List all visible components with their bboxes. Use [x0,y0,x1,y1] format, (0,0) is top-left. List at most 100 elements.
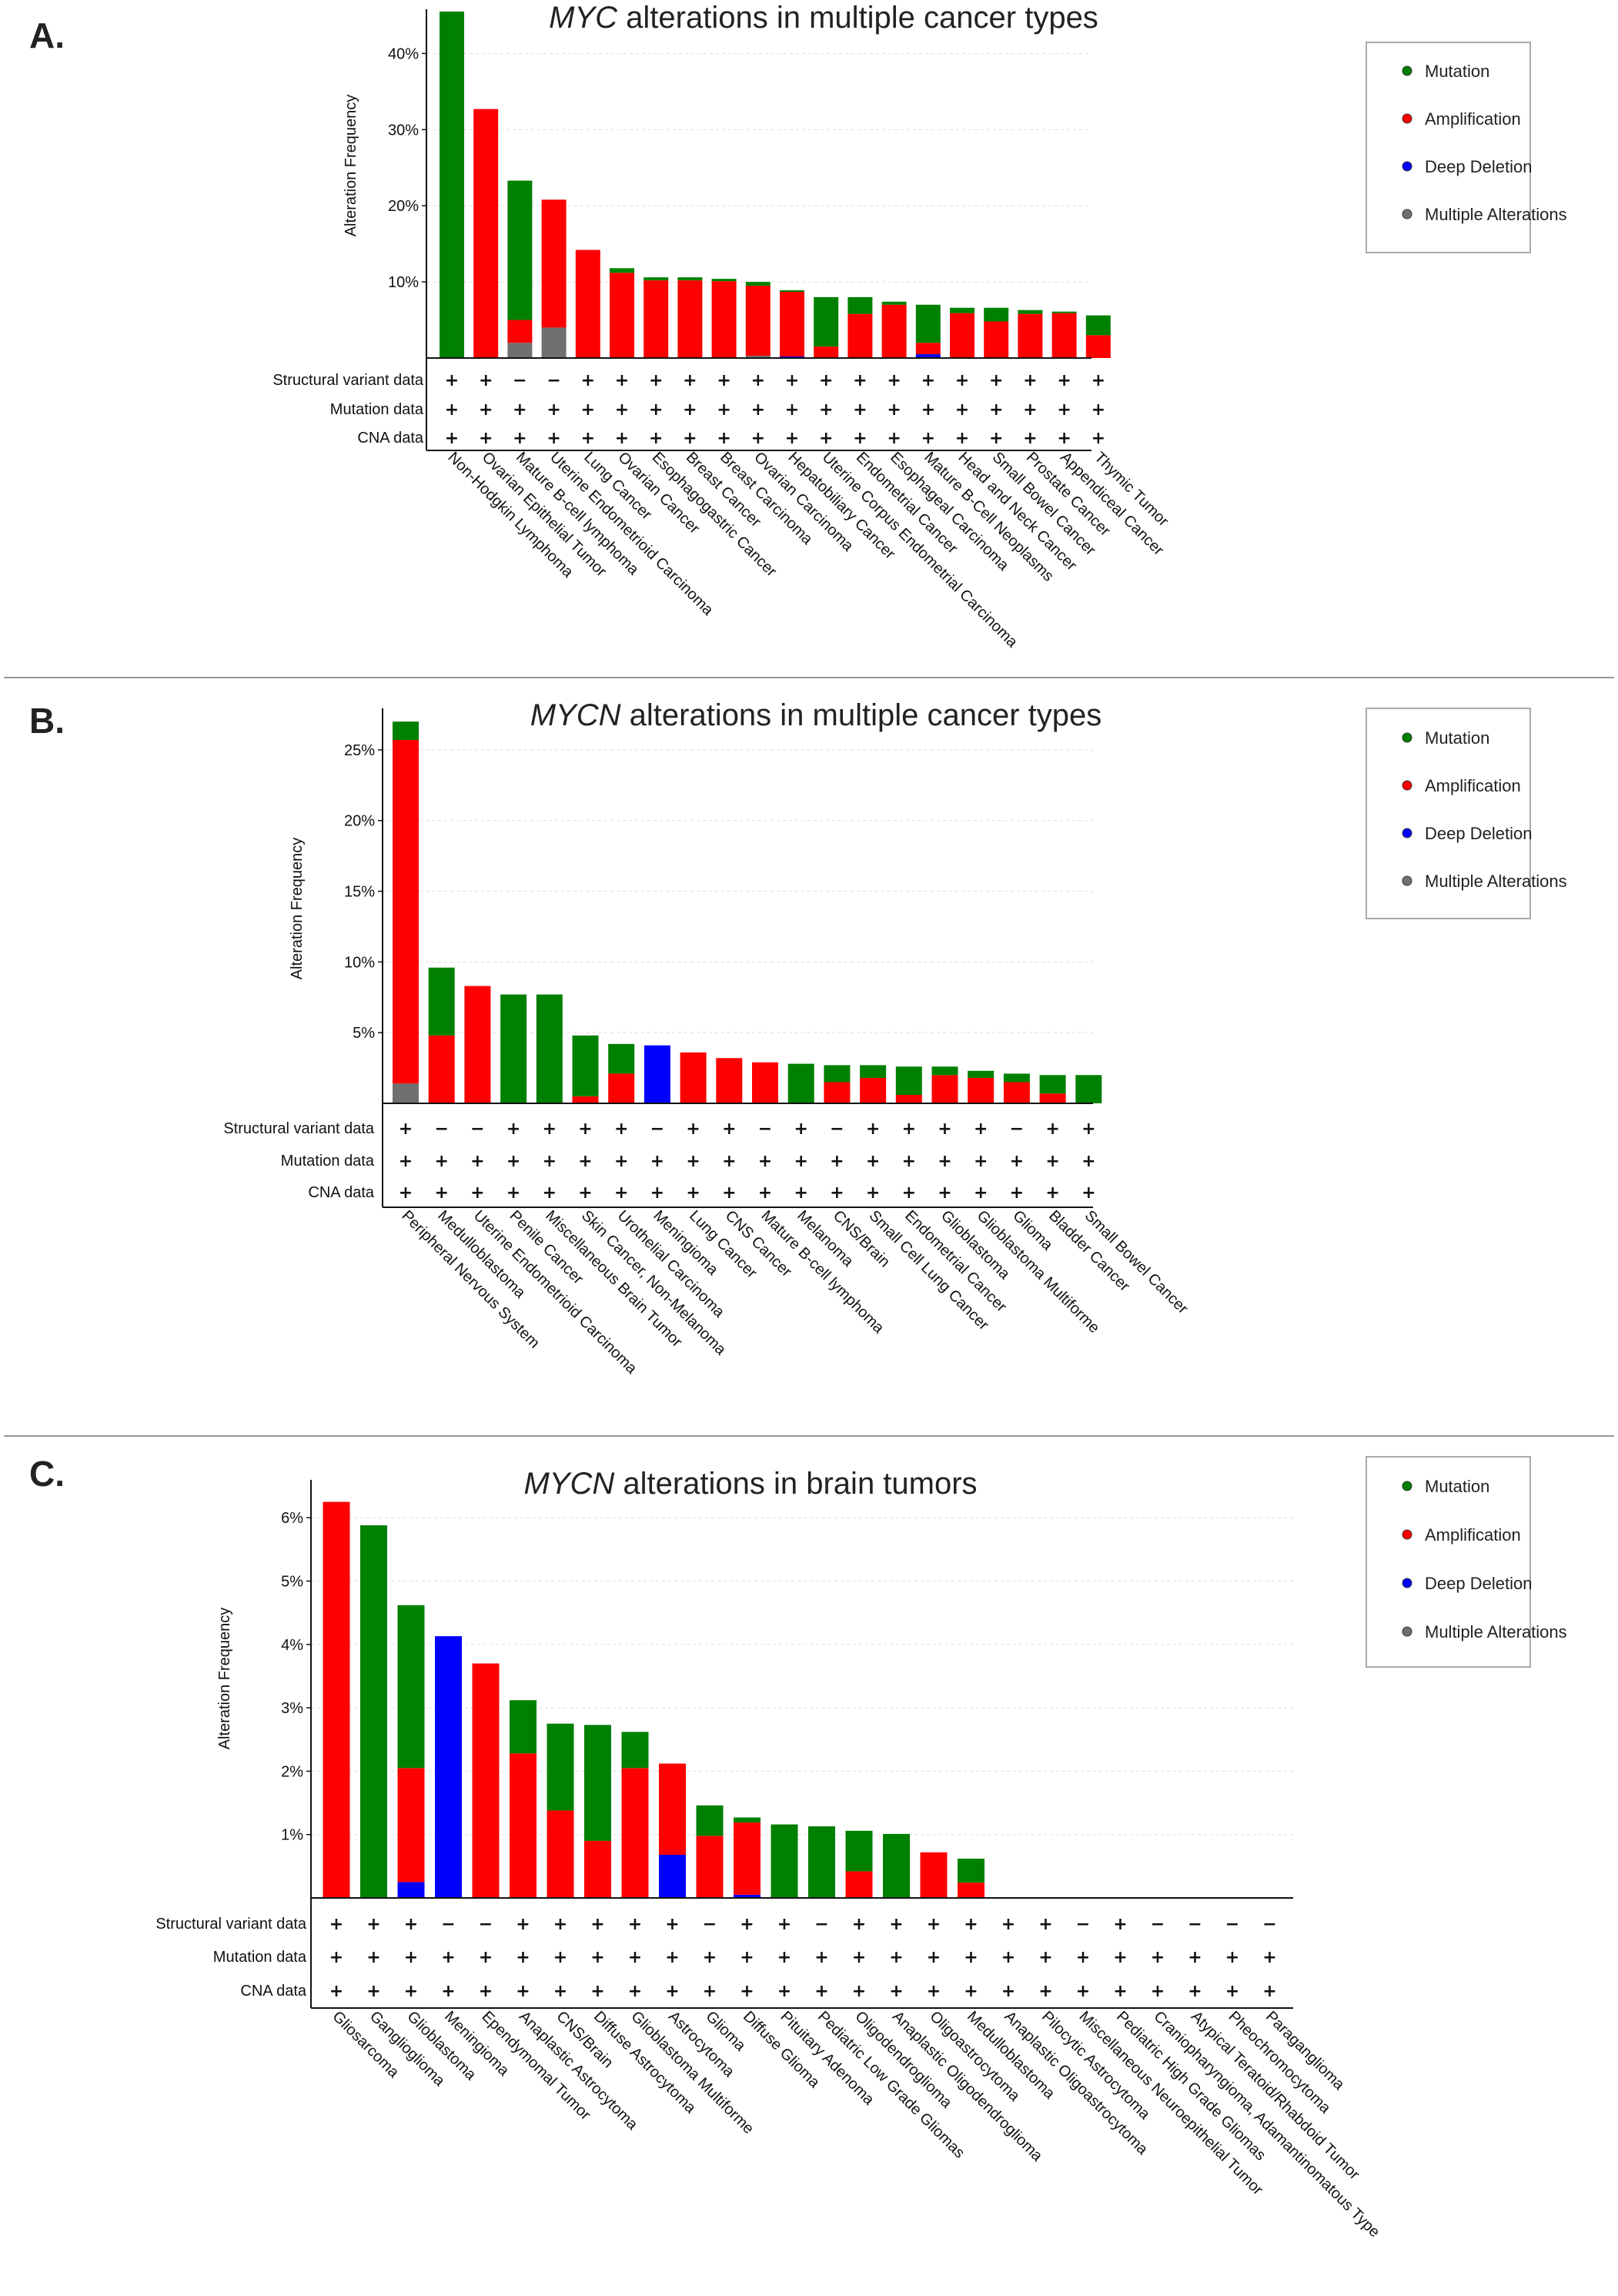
bar-amplification [824,1082,851,1103]
minus-icon: − [758,1120,772,1139]
plus-icon: + [853,371,867,390]
bar-amplification [541,199,567,328]
panel-3: C. MYCN alterations in brain tumors 1% 2% 3%… [29,1454,1567,2241]
plus-icon: + [441,1948,455,1967]
plus-icon: + [866,1152,880,1171]
bar-mutation [610,268,634,273]
plus-icon: + [543,1120,557,1139]
legend-label: Mutation [1425,728,1489,748]
minus-icon: − [434,1120,448,1139]
plus-icon: + [777,1948,791,1967]
bar-multiple [745,356,771,358]
plus-icon: + [1038,1982,1052,2001]
panel-letter: B. [29,701,65,741]
plus-icon: + [1045,1120,1059,1139]
bar-amplification [644,280,669,358]
plus-icon: + [794,1152,807,1171]
plus-icon: + [1001,1948,1015,1967]
legend-label: Amplification [1425,776,1521,795]
bar-deep-deletion [644,1045,670,1103]
plus-icon: + [717,371,730,390]
plus-icon: + [479,1982,493,2001]
title-rest: alterations in multiple cancer types [621,698,1102,732]
bar-mutation [883,1833,910,1898]
bar-amplification [575,249,600,358]
minus-icon: − [1188,1915,1202,1934]
plus-icon: + [329,1915,343,1934]
bar-amplification [1051,313,1077,358]
minus-icon: − [470,1120,484,1139]
bar-mutation [734,1817,761,1823]
minus-icon: − [441,1915,455,1934]
plus-icon: + [1091,400,1105,420]
bar-mutation [847,296,873,314]
minus-icon: − [479,1915,493,1934]
legend-marker-mutation [1402,65,1412,76]
plus-icon: + [740,1982,754,2001]
plus-icon: + [404,1982,418,2001]
bar-mutation [950,307,974,313]
bar-mutation [931,1066,958,1076]
bar-mutation [860,1065,887,1078]
bar-amplification [931,1075,958,1103]
legend: Mutation Amplification Deep Deletion Multip… [1366,1456,1567,1668]
plus-icon: + [1057,429,1071,448]
minus-icon: − [513,371,527,390]
bar-amplification [734,1822,761,1895]
bar-mutation [895,1066,922,1095]
bar-mutation [644,277,669,281]
plus-icon: + [683,371,697,390]
plus-icon: + [758,1152,772,1171]
plus-icon: + [329,1982,343,2001]
bar-mutation [536,994,563,1103]
y-tick-label: 4% [281,1637,303,1654]
plus-icon: + [852,1915,866,1934]
bar-mutation [440,12,464,359]
plus-icon: + [1081,1152,1095,1171]
plus-icon: + [955,429,969,448]
bar-mutation [845,1830,873,1872]
bar-deep-deletion [659,1855,686,1898]
bar-mutation [711,279,737,282]
plus-icon: + [506,1152,520,1171]
bar-mutation [1018,310,1043,314]
plus-icon: + [1113,1982,1127,2001]
bar-amplification [610,273,634,358]
plus-icon: + [686,1120,700,1139]
plus-icon: + [989,400,1003,420]
bar-mutation [677,277,703,281]
plus-icon: + [404,1948,418,1967]
bar-amplification [847,313,873,358]
plus-icon: + [814,1948,828,1967]
plus-icon: + [1225,1982,1239,2001]
plus-icon: + [964,1982,978,2001]
bar-mutation [814,296,839,347]
plus-icon: + [683,400,697,420]
y-tick-label: 25% [344,742,375,759]
plus-icon: + [1010,1152,1024,1171]
plus-icon: + [927,1948,941,1967]
plus-icon: + [889,1982,903,2001]
bar-amplification [895,1094,922,1103]
plus-icon: + [717,429,730,448]
plus-icon: + [751,371,765,390]
legend-box [1366,1456,1531,1668]
plus-icon: + [777,1915,791,1934]
plus-icon: + [819,429,833,448]
plus-icon: + [853,429,867,448]
plus-icon: + [649,400,663,420]
plus-icon: + [581,371,595,390]
plus-icon: + [1188,1982,1202,2001]
bar-amplification [428,1035,455,1103]
bar-mutation [984,307,1009,322]
bar-mutation [572,1035,599,1096]
legend-label: Mutation [1425,1477,1489,1496]
plus-icon: + [964,1948,978,1967]
bar-amplification [608,1073,635,1103]
plus-icon: + [1023,371,1037,390]
bar-amplification [507,320,533,343]
legend-marker-multiple [1402,875,1412,886]
plus-icon: + [590,1915,604,1934]
plus-icon: + [543,1152,557,1171]
plus-icon: + [938,1152,951,1171]
